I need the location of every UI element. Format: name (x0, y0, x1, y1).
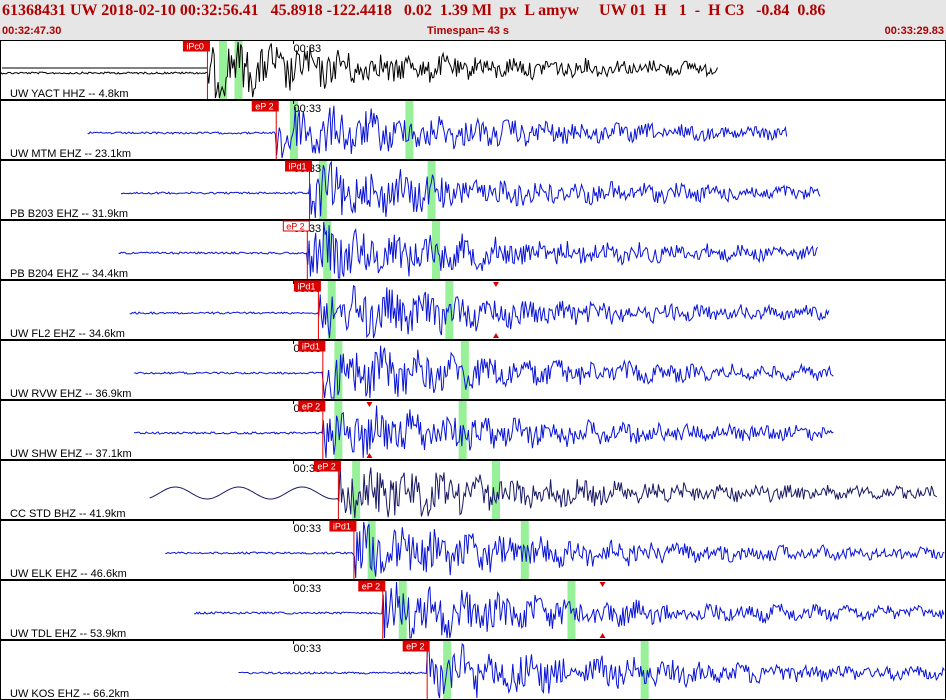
waveform-trace (134, 345, 834, 399)
time-tick-label: 00:33 (294, 583, 322, 595)
trace-panel[interactable]: 00:33 eP 2 UW KOS EHZ -- 66.2km (0, 640, 946, 700)
panel-frame (0, 160, 946, 220)
station-label: UW FL2 EHZ -- 34.6km (10, 328, 125, 340)
time-window-marker (218, 41, 227, 99)
waveform-trace (194, 581, 945, 639)
event-title: 61368431 UW 2018-02-10 00:32:56.41 45.89… (2, 2, 826, 19)
waveform-trace (120, 160, 821, 219)
amplitude-marker-icon (599, 633, 606, 638)
pick-label-box[interactable] (182, 40, 210, 52)
time-window-marker (567, 581, 576, 639)
time-tick-label: 00:33 (294, 523, 322, 535)
end-time-label: 00:33:29.83 (884, 25, 944, 37)
amplitude-marker-icon (492, 282, 499, 287)
time-window-marker (491, 461, 500, 519)
waveform-trace (118, 221, 819, 279)
pick-label: iPd1 (333, 522, 351, 532)
trace-panel[interactable]: 00:33iPd1PB B203 EHZ -- 31.9km (0, 160, 946, 221)
pick-label-box[interactable] (293, 280, 321, 292)
panel-frame (0, 520, 946, 580)
pick-label-box[interactable] (285, 160, 313, 172)
timespan-label: Timespan= 43 s (427, 25, 510, 37)
station-label: UW ELK EHZ -- 46.6km (10, 568, 127, 580)
trace-panel[interactable]: 00:33 eP 2 UW MTM EHZ -- 23.1km (0, 100, 946, 161)
pick-label: iPd1 (297, 282, 315, 292)
pick-label-box[interactable] (329, 520, 357, 532)
pick-label: eP 2 (317, 462, 335, 472)
pick-label-box[interactable] (298, 400, 326, 412)
waveform-trace (149, 461, 938, 519)
station-label: UW RVW EHZ -- 36.9km (10, 388, 131, 400)
time-window-marker (367, 521, 376, 579)
pick-label: iPc0 (186, 42, 204, 52)
pick-label: eP 2 (255, 102, 273, 112)
pick-label: eP 2 (406, 642, 424, 652)
station-label: UW SHW EHZ -- 37.1km (10, 448, 132, 460)
station-label: PB B204 EHZ -- 34.4km (10, 268, 128, 280)
station-label: CC STD BHZ -- 41.9km (10, 508, 126, 520)
amplitude-marker-icon (366, 453, 373, 458)
panel-frame (0, 340, 946, 400)
time-window-marker (445, 281, 454, 339)
pick-label: iPd1 (302, 342, 320, 352)
station-label: UW MTM EHZ -- 23.1km (10, 148, 131, 160)
pick-label-box[interactable] (251, 100, 279, 112)
header-bar: 61368431 UW 2018-02-10 00:32:56.41 45.89… (0, 0, 946, 40)
station-label: UW KOS EHZ -- 66.2km (10, 688, 129, 700)
pick-label: eP 2 (362, 582, 380, 592)
pick-label-box[interactable] (402, 640, 430, 652)
trace-panel[interactable]: 00:33 eP 2 UW TDL EHZ -- 53.9km (0, 580, 946, 641)
waveform-trace (87, 105, 788, 159)
trace-panel[interactable]: 00:33 iPd1 UW ELK EHZ -- 46.6km (0, 520, 946, 581)
pick-label: eP 2 (286, 222, 304, 232)
station-label: PB B203 EHZ -- 31.9km (10, 208, 128, 220)
pick-label-box[interactable] (358, 580, 386, 592)
seismogram-panels[interactable]: 00:33 iPc0 UW YACT HHZ -- 4.8km 00:33 eP 2 UW… (0, 40, 946, 700)
time-window-marker (234, 41, 243, 99)
time-tick-label: 00:33 (294, 103, 322, 115)
waveform-trace (238, 642, 945, 699)
waveform-trace (134, 405, 834, 459)
time-window-marker (432, 221, 441, 279)
waveform-trace (129, 284, 830, 339)
amplitude-marker-icon (492, 333, 499, 338)
panel-frame (0, 100, 946, 160)
time-window-marker (352, 461, 361, 519)
time-tick-label: 00:33 (294, 643, 322, 655)
time-window-marker (318, 161, 327, 219)
start-time-label: 00:32:47.30 (2, 25, 62, 37)
pick-label: eP 2 (302, 402, 320, 412)
pick-label: iPd1 (289, 162, 307, 172)
station-label: UW YACT HHZ -- 4.8km (10, 88, 129, 100)
pick-label-box[interactable] (282, 220, 310, 232)
time-tick-label: 00:33 (294, 43, 322, 55)
time-window-marker (460, 341, 469, 399)
waveform-trace (165, 521, 945, 579)
pick-label-box[interactable] (298, 340, 326, 352)
time-window-marker (427, 161, 436, 219)
trace-panel[interactable]: 00:33 iPc0 UW YACT HHZ -- 4.8km (0, 40, 946, 101)
amplitude-marker-icon (366, 402, 373, 407)
amplitude-marker-icon (599, 582, 606, 587)
time-window-marker (334, 341, 343, 399)
waveform-trace (0, 41, 718, 99)
pick-label-box[interactable] (313, 460, 341, 472)
time-window-marker (640, 641, 649, 699)
panel-frame (0, 460, 946, 520)
station-label: UW TDL EHZ -- 53.9km (10, 628, 126, 640)
